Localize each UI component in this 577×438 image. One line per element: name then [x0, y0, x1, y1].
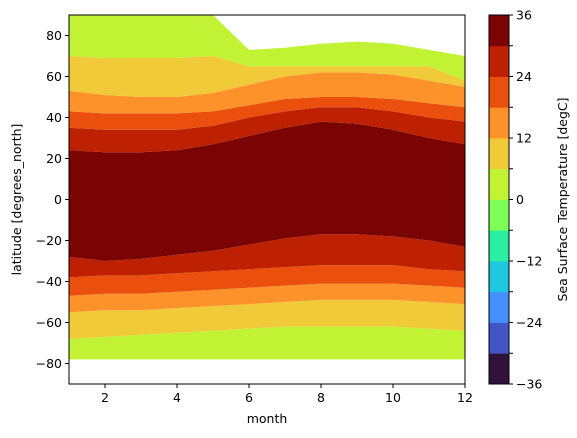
colorbar-tick-label: −36 [516, 377, 542, 392]
warm-patch [243, 187, 253, 190]
y-axis-label: latitude [degrees_north] [9, 124, 24, 276]
contour-band [69, 97, 465, 130]
colorbar-segment [489, 76, 509, 108]
x-tick-label: 12 [457, 390, 473, 405]
contour-bands [69, 15, 465, 360]
colorbar-segment [489, 168, 509, 200]
contour-band [69, 15, 465, 81]
x-tick-label: 6 [245, 390, 253, 405]
contour-band [69, 283, 465, 313]
y-tick-label: −80 [36, 356, 62, 371]
contour-band [69, 56, 465, 97]
y-tick-label: 20 [46, 151, 62, 166]
x-tick-label: 2 [101, 390, 109, 405]
colorbar [489, 15, 509, 385]
colorbar-tick-label: 12 [516, 131, 532, 146]
contour-band [69, 265, 465, 296]
x-axis-ticks: 2 4 6 8 10 12 [101, 384, 473, 405]
colorbar-tick-label: −24 [516, 315, 542, 330]
contour-band [69, 299, 465, 339]
y-tick-label: −20 [36, 233, 62, 248]
colorbar-segment [489, 15, 509, 47]
x-tick-label: 10 [385, 390, 401, 405]
contour-band [69, 121, 465, 261]
colorbar-segment [489, 199, 509, 231]
colorbar-segment [489, 45, 509, 77]
colorbar-segment [489, 291, 509, 323]
colorbar-ticks: −36 −24 −12 0 12 24 36 [509, 8, 542, 392]
contour-band [69, 326, 465, 360]
colorbar-segment [489, 230, 509, 262]
contour-band [69, 107, 465, 153]
y-tick-label: 0 [54, 192, 62, 207]
colorbar-segment [489, 138, 509, 170]
colorbar-segment [489, 261, 509, 293]
colorbar-label: Sea Surface Temperature [degC] [555, 97, 570, 301]
y-tick-label: −40 [36, 274, 62, 289]
colorbar-segment [489, 353, 509, 385]
y-axis-ticks: −80 −60 −40 −20 0 20 40 60 80 [36, 28, 69, 371]
plot-area [69, 15, 465, 384]
colorbar-tick-label: −12 [516, 254, 542, 269]
y-tick-label: 60 [46, 69, 62, 84]
y-tick-label: 80 [46, 28, 62, 43]
colorbar-tick-label: 24 [516, 69, 532, 84]
colorbar-segment [489, 107, 509, 139]
colorbar-tick-label: 36 [516, 8, 532, 23]
colorbar-tick-label: 0 [516, 192, 524, 207]
y-tick-label: 40 [46, 110, 62, 125]
warm-patch [209, 188, 239, 193]
x-tick-label: 4 [173, 390, 181, 405]
contour-band [69, 234, 465, 278]
y-tick-label: −60 [36, 315, 62, 330]
x-axis-label: month [247, 411, 288, 426]
colorbar-segment [489, 322, 509, 354]
contour-band [69, 72, 465, 114]
x-tick-label: 8 [317, 390, 325, 405]
